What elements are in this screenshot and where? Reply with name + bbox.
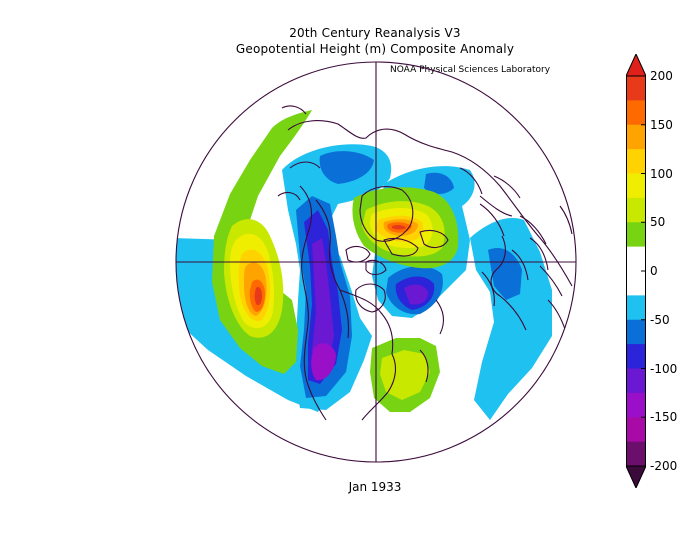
colorbar-segment <box>626 344 646 369</box>
colorbar-tick-label: 100 <box>650 166 673 181</box>
anomaly-field <box>176 105 573 421</box>
title-line-1: 20th Century Reanalysis V3 <box>289 26 461 40</box>
source-credit: NOAA Physical Sciences Laboratory <box>390 65 551 75</box>
graticule <box>175 61 577 463</box>
globe-boundary <box>175 61 577 463</box>
colorbar-segment <box>626 392 646 418</box>
coastlines <box>277 105 573 421</box>
colorbar-segment <box>626 173 646 199</box>
anomaly-negative-extreme <box>311 343 336 381</box>
colorbar-tick-label: 0 <box>650 264 658 278</box>
colorbar-segment <box>626 149 646 174</box>
colorbar-overflow-high <box>626 54 646 77</box>
colorbar-segment <box>626 319 646 345</box>
colorbar-segment <box>626 100 646 126</box>
colorbar-segment <box>626 197 646 223</box>
colorbar-tick-label: 50 <box>650 215 666 230</box>
colorbar-segment <box>626 271 646 296</box>
colorbar-segment <box>626 295 646 321</box>
anomaly-negative-very-strong <box>312 238 428 378</box>
colorbar-overflow-low <box>626 465 646 488</box>
date-label: Jan 1933 <box>348 480 402 494</box>
colorbar-tick-label: 150 <box>650 117 673 132</box>
colorbar-segment <box>626 368 646 394</box>
colorbar-segment <box>626 124 646 150</box>
colorbar-segment <box>626 246 646 272</box>
colorbar-segment <box>626 417 646 443</box>
colorbar-tick-label: -200 <box>650 459 678 473</box>
colorbar-segment <box>626 441 646 467</box>
colorbar-tick-label: -50 <box>650 312 670 327</box>
colorbar-tick-label: -100 <box>650 361 678 376</box>
colorbar-segment <box>626 222 646 248</box>
anomaly-positive-extreme <box>249 222 412 312</box>
colorbar <box>626 54 646 488</box>
colorbar-tick-label: -150 <box>650 410 678 425</box>
colorbar-tick-label: 200 <box>650 69 673 83</box>
colorbar-segment <box>626 76 646 101</box>
title-line-2: Geopotential Height (m) Composite Anomal… <box>235 42 515 56</box>
